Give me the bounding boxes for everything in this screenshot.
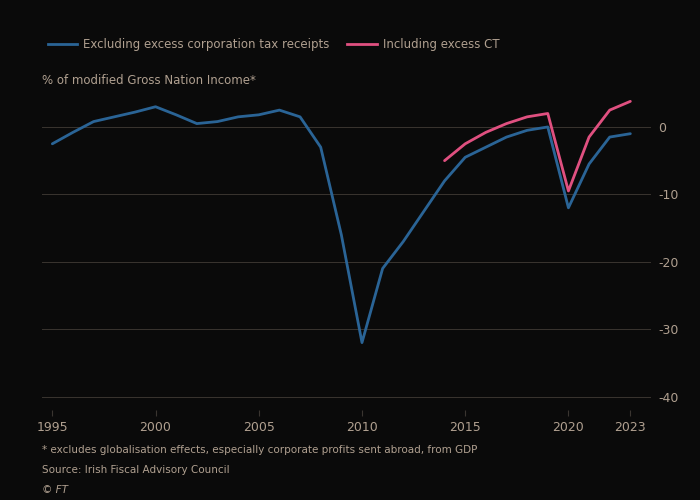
Text: Source: Irish Fiscal Advisory Council: Source: Irish Fiscal Advisory Council [42, 465, 230, 475]
Text: © FT: © FT [42, 485, 68, 495]
Legend: Excluding excess corporation tax receipts, Including excess CT: Excluding excess corporation tax receipt… [48, 38, 499, 51]
Text: % of modified Gross Nation Income*: % of modified Gross Nation Income* [42, 74, 256, 88]
Text: * excludes globalisation effects, especially corporate profits sent abroad, from: * excludes globalisation effects, especi… [42, 445, 477, 455]
